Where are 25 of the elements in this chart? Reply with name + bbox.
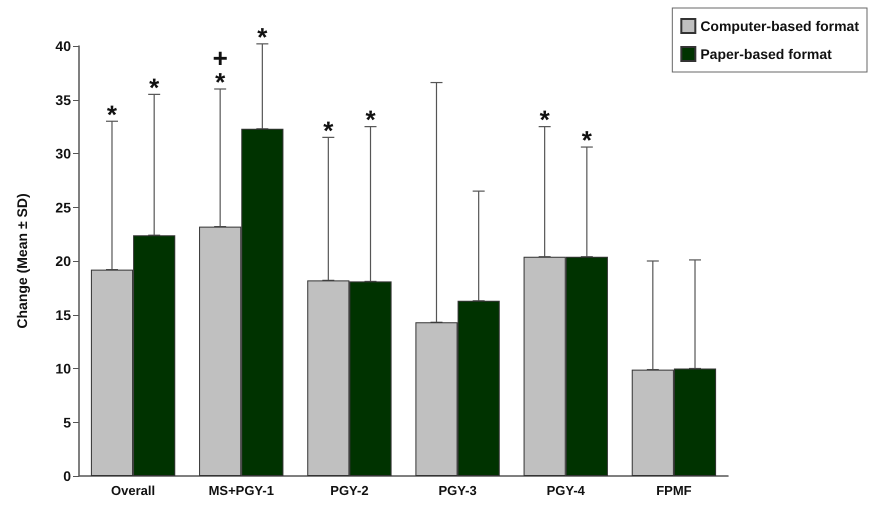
y-tick-label: 35 [55,92,72,108]
y-tick-label: 15 [55,306,72,323]
legend-label: Paper-based format [700,46,832,62]
y-tick-label: 40 [55,38,72,54]
annotation: * [323,115,334,146]
annotation: * [149,72,160,102]
x-tick-label: PGY-3 [438,483,477,498]
annotation: * [582,125,593,156]
x-tick-label: PGY-4 [546,483,586,498]
x-tick-label: PGY-2 [330,483,369,498]
annotation: * [540,104,551,135]
y-tick-label: 10 [55,360,72,376]
y-tick-label: 30 [55,146,72,162]
y-tick-label: 5 [63,414,72,430]
annotation: * [365,104,376,135]
annotation: * [106,99,118,130]
y-tick-label: 20 [55,253,72,269]
legend-label: Computer-based format [700,18,860,34]
x-tick-label: FPMF [656,483,692,498]
y-axis-title: Change (Mean ± SD) [14,193,30,329]
x-tick-label: MS+PGY-1 [208,483,274,498]
annotation: * [257,22,268,52]
x-tick-label: Overall [111,483,156,498]
y-tick-label: 25 [55,199,72,216]
y-tick-label: 0 [63,468,72,484]
